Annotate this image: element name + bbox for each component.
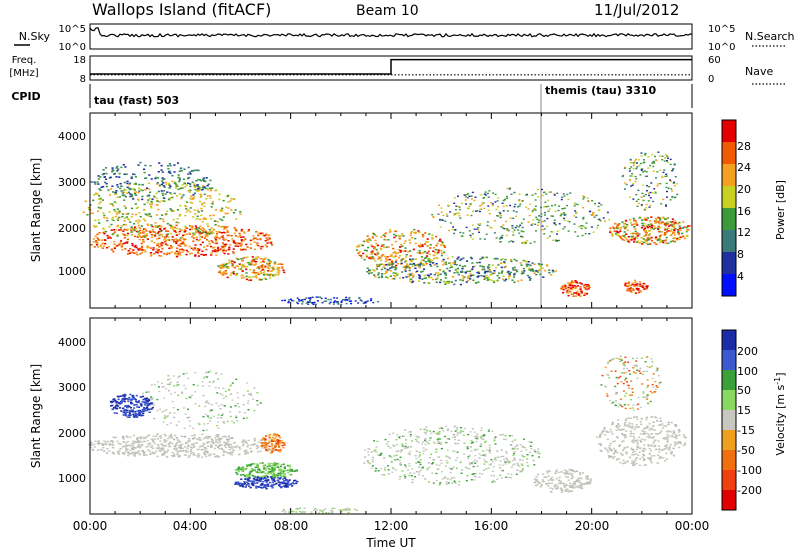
power-ytick-3000: 3000 <box>58 176 86 189</box>
vel-cbar-tick-m200: -200 <box>737 484 762 497</box>
power-panel: Slant Range [km] 4000 3000 2000 1000 4 8… <box>29 112 787 309</box>
velocity-colorbar <box>721 329 737 511</box>
vel-cbar-tick-100: 100 <box>737 365 758 378</box>
xaxis-label: Time UT <box>365 536 416 550</box>
station-title: Wallops Island (fitACF) <box>92 0 271 19</box>
power-cbar-tick-12: 12 <box>737 226 751 239</box>
freq-label: Freq. <box>12 55 37 66</box>
cpid-panel: CPID tau (fast) 503 themis (tau) 3310 <box>11 84 693 308</box>
mhz-label: [MHz] <box>9 68 38 79</box>
freq-panel: Freq. [MHz] 18 8 60 0 Nave <box>9 55 786 85</box>
power-ytick-1000: 1000 <box>58 265 86 278</box>
power-ytick-2000: 2000 <box>58 222 86 235</box>
vel-cbar-tick-m15: -15 <box>737 424 755 437</box>
xtick-24: 00:00 <box>675 519 710 533</box>
xtick-8: 08:00 <box>274 519 309 533</box>
xtick-16: 16:00 <box>474 519 509 533</box>
nave-tick-low: 0 <box>708 74 714 85</box>
xtick-12: 12:00 <box>374 519 409 533</box>
nave-tick-high: 60 <box>708 55 721 66</box>
velocity-ylabel: Slant Range [km] <box>29 364 43 468</box>
freq-series-line <box>90 58 692 75</box>
power-ylabel: Slant Range [km] <box>29 158 43 262</box>
velocity-cbar-label: Velocity [m s-1] <box>773 372 787 455</box>
power-cbar-tick-20: 20 <box>737 183 751 196</box>
xtick-4: 04:00 <box>173 519 208 533</box>
power-cbar-tick-28: 28 <box>737 140 751 153</box>
power-cbar-label: Power [dB] <box>774 180 787 240</box>
velocity-ytick-1000: 1000 <box>58 472 86 485</box>
velocity-ytick-3000: 3000 <box>58 381 86 394</box>
power-cbar-tick-8: 8 <box>737 248 744 261</box>
vel-cbar-tick-50: 50 <box>737 384 751 397</box>
xtick-20: 20:00 <box>575 519 610 533</box>
nsearch-label: N.Search <box>745 30 795 43</box>
velocity-ytick-4000: 4000 <box>58 336 86 349</box>
vel-cbar-tick-m100: -100 <box>737 464 762 477</box>
vel-cbar-tick-15: 15 <box>737 404 751 417</box>
power-cbar-tick-4: 4 <box>737 270 744 283</box>
cpid-label: CPID <box>11 90 40 103</box>
noise-panel: N.Sky 10^5 10^0 10^5 10^0 N.Search <box>14 23 795 53</box>
velocity-heatmap <box>88 355 687 515</box>
x-axis: 00:00 04:00 08:00 12:00 16:00 20:00 00:0… <box>73 519 710 550</box>
cpid-mode-2: themis (tau) 3310 <box>545 84 657 97</box>
freq-tick-high: 18 <box>73 55 86 66</box>
vel-cbar-tick-200: 200 <box>737 345 758 358</box>
nave-label: Nave <box>745 65 773 78</box>
vel-cbar-tick-m50: -50 <box>737 444 755 457</box>
power-ytick-4000: 4000 <box>58 130 86 143</box>
cpid-mode-1: tau (fast) 503 <box>94 94 179 107</box>
date-title: 11/Jul/2012 <box>594 1 679 19</box>
power-heatmap <box>82 151 691 306</box>
beam-title: Beam 10 <box>356 3 419 19</box>
nsearch-tick-low: 10^0 <box>708 42 735 53</box>
nsky-series-line <box>89 27 693 38</box>
power-cbar-tick-24: 24 <box>737 161 751 174</box>
power-colorbar <box>721 119 737 297</box>
xtick-0: 00:00 <box>73 519 108 533</box>
power-cbar-tick-16: 16 <box>737 205 751 218</box>
nsearch-tick-high: 10^5 <box>708 24 735 35</box>
velocity-panel: Slant Range [km] 4000 3000 2000 1000 200… <box>29 317 787 515</box>
nsky-tick-low: 10^0 <box>59 42 86 53</box>
freq-tick-low: 8 <box>80 74 86 85</box>
velocity-ytick-2000: 2000 <box>58 427 86 440</box>
nsky-label: N.Sky <box>19 30 51 43</box>
nsky-tick-high: 10^5 <box>59 24 86 35</box>
